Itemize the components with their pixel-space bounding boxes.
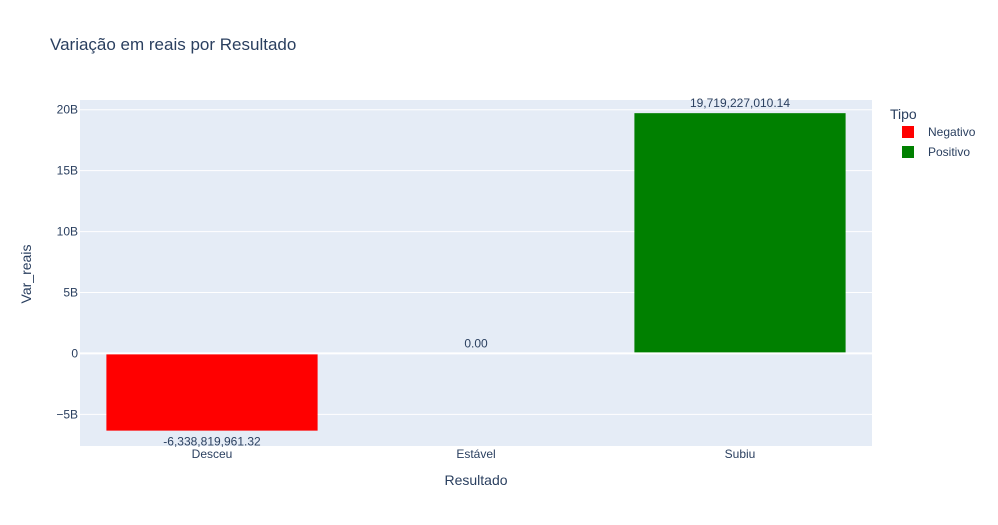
data-labels: -6,338,819,961.32 0.00 19,719,227,010.14 (163, 96, 790, 448)
x-axis-title: Resultado (444, 472, 507, 488)
x-tick-label: Desceu (192, 447, 233, 461)
data-label: -6,338,819,961.32 (163, 435, 261, 449)
y-tick-label: 20B (57, 103, 78, 117)
chart-title: Variação em reais por Resultado (50, 35, 296, 54)
legend-label: Negativo (928, 125, 976, 139)
y-tick-label: 0 (71, 346, 78, 360)
bar-desceu[interactable] (106, 353, 318, 431)
bar-subiu[interactable] (634, 113, 846, 354)
y-axis-title: Var_reais (18, 245, 34, 304)
legend-swatch (902, 146, 914, 158)
y-tick-label: −5B (56, 407, 78, 421)
y-tick-label: 10B (57, 225, 78, 239)
legend-title: Tipo (890, 106, 917, 122)
x-tick-labels: Desceu Estável Subiu (192, 447, 756, 461)
bars (106, 113, 846, 431)
legend-label: Positivo (928, 145, 970, 159)
x-tick-label: Subiu (725, 447, 756, 461)
legend-item-positivo[interactable]: Positivo (902, 145, 970, 159)
legend-swatch (902, 126, 914, 138)
y-tick-label: 5B (63, 285, 78, 299)
data-label: 0.00 (464, 336, 488, 350)
legend-items: Negativo Positivo (902, 125, 976, 159)
legend-item-negativo[interactable]: Negativo (902, 125, 976, 139)
y-tick-labels: −5B 0 5B 10B 15B 20B (56, 103, 78, 422)
y-tick-label: 15B (57, 164, 78, 178)
data-label: 19,719,227,010.14 (690, 96, 790, 110)
x-tick-label: Estável (456, 447, 495, 461)
legend: Tipo Negativo Positivo (890, 106, 976, 159)
